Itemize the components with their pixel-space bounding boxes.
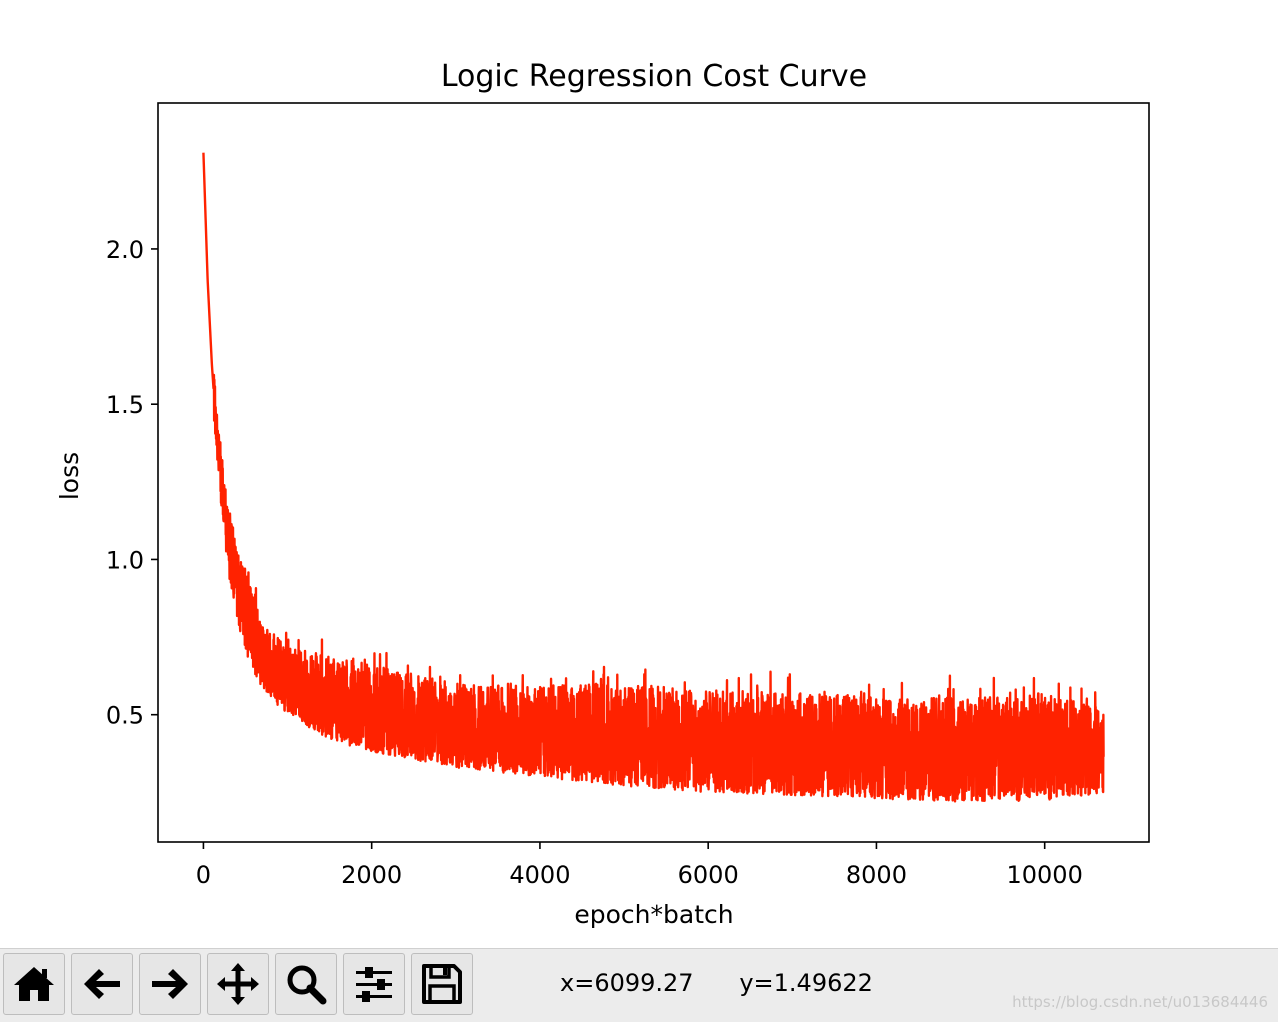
cursor-coordinate-readout: x=6099.27 y=1.49622 xyxy=(560,969,873,997)
pan-button[interactable] xyxy=(207,953,269,1015)
x-tick-label: 4000 xyxy=(509,861,570,889)
magnifier-icon xyxy=(287,965,327,1005)
y-tick-label: 1.0 xyxy=(106,546,144,574)
watermark: https://blog.csdn.net/u013684446 xyxy=(1012,993,1268,1011)
navigation-toolbar: x=6099.27 y=1.49622 https://blog.csdn.ne… xyxy=(0,948,1278,1022)
x-axis: 0 2000 4000 6000 8000 10000 xyxy=(196,842,1083,889)
configure-subplots-button[interactable] xyxy=(343,953,405,1015)
y-tick-label: 2.0 xyxy=(106,236,144,264)
arrow-left-icon xyxy=(84,969,120,999)
sliders-icon xyxy=(356,967,392,1002)
home-button[interactable] xyxy=(3,953,65,1015)
cursor-y-readout: y=1.49622 xyxy=(739,969,873,997)
chart[interactable]: Logic Regression Cost Curve 0 2000 4000 600… xyxy=(0,0,1278,948)
floppy-disk-icon xyxy=(422,964,462,1004)
x-tick-label: 2000 xyxy=(341,861,402,889)
arrow-right-icon xyxy=(152,969,188,999)
x-tick-label: 10000 xyxy=(1007,861,1083,889)
x-tick-label: 6000 xyxy=(678,861,739,889)
x-tick-label: 8000 xyxy=(846,861,907,889)
x-tick-label: 0 xyxy=(196,861,211,889)
save-button[interactable] xyxy=(411,953,473,1015)
move-icon xyxy=(217,963,259,1005)
axes-frame xyxy=(157,102,1150,843)
loss-series-line xyxy=(202,152,1105,803)
zoom-button[interactable] xyxy=(275,953,337,1015)
home-icon xyxy=(14,967,54,1001)
y-axis: 0.5 1.0 1.5 2.0 xyxy=(106,236,158,730)
forward-button[interactable] xyxy=(139,953,201,1015)
y-tick-label: 1.5 xyxy=(106,391,144,419)
y-axis-label: loss xyxy=(55,452,84,500)
back-button[interactable] xyxy=(71,953,133,1015)
cursor-x-readout: x=6099.27 xyxy=(560,969,694,997)
y-tick-label: 0.5 xyxy=(106,702,144,730)
plot-area[interactable] xyxy=(202,152,1105,803)
x-axis-label: epoch*batch xyxy=(574,900,733,929)
figure: Logic Regression Cost Curve 0 2000 4000 600… xyxy=(0,0,1278,948)
chart-title: Logic Regression Cost Curve xyxy=(441,59,867,94)
